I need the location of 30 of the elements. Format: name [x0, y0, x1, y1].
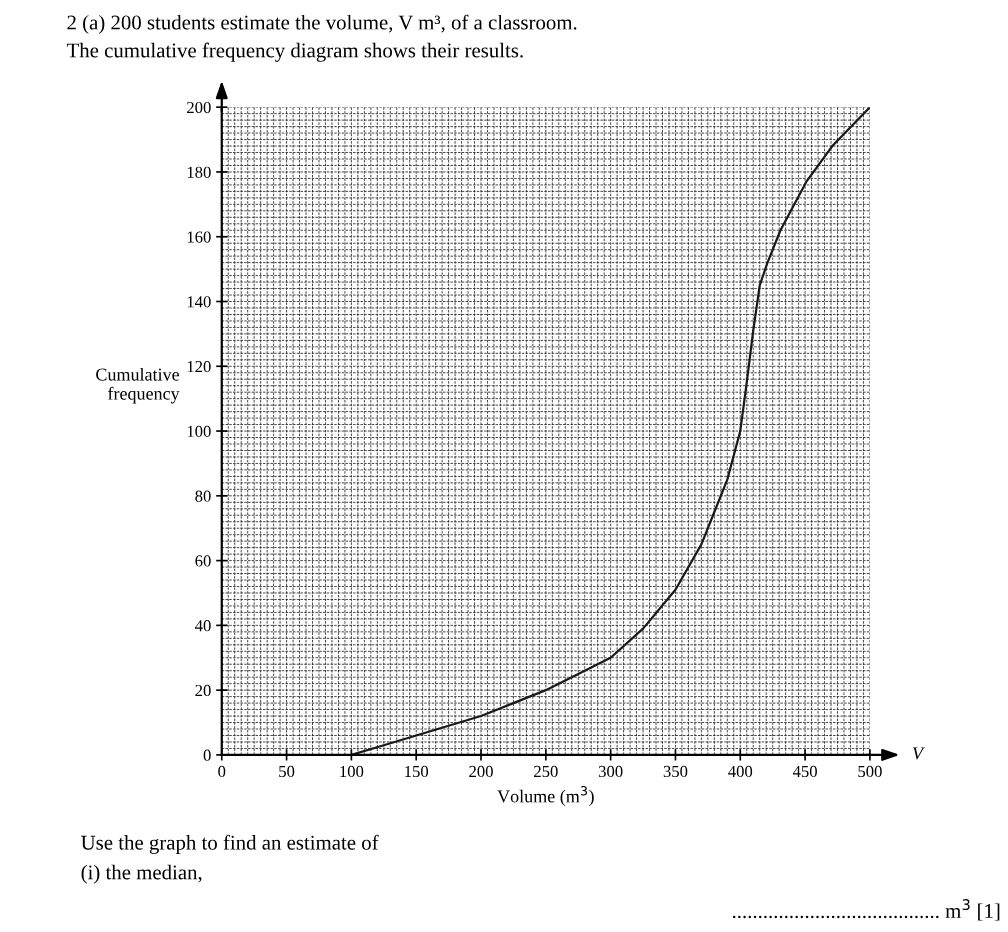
y-tick-label: 100 [187, 425, 211, 437]
x-tick-label: 300 [598, 765, 623, 778]
x-tick-label: 500 [858, 765, 882, 778]
x-tick-label: 350 [663, 765, 688, 778]
x-tick-label: 200 [469, 765, 493, 778]
y-tick-label: 60 [195, 555, 211, 567]
chart-title: 2 (a) 200 students estimate the volume, V m³, of a classroom. [67, 14, 577, 34]
y-tick-label: 140 [187, 296, 211, 308]
text: ........................................ m$^{3}$ [1] [732, 899, 1000, 921]
y-tick-label: 180 [187, 166, 211, 178]
x-tick-label: 400 [728, 765, 753, 778]
text: V [912, 747, 925, 760]
y-tick-label: 20 [195, 684, 211, 697]
y-tick-label: 120 [187, 360, 211, 373]
y-axis-title: Cumulative frequency [96, 367, 180, 404]
y-tick-label: 0 [203, 749, 211, 761]
y-tick-label: 80 [195, 490, 211, 502]
x-tick-label: 450 [792, 765, 817, 778]
y-tick-label: 40 [195, 620, 211, 632]
chart-subtitle: The cumulative frequency diagram shows their results. [66, 42, 523, 62]
text: (i) the median, [81, 864, 202, 884]
x-tick-label: 250 [534, 765, 558, 778]
y-tick-label: 200 [187, 101, 211, 114]
x-axis-title: Volume (m$^{3}$) [497, 786, 594, 807]
y-tick-label: 160 [187, 231, 211, 243]
x-tick-label: 0 [218, 765, 226, 778]
text: Use the graph to find an estimate of [81, 834, 379, 854]
x-tick-label: 150 [405, 765, 429, 778]
x-tick-label: 100 [340, 765, 364, 778]
x-tick-label: 50 [279, 765, 295, 778]
